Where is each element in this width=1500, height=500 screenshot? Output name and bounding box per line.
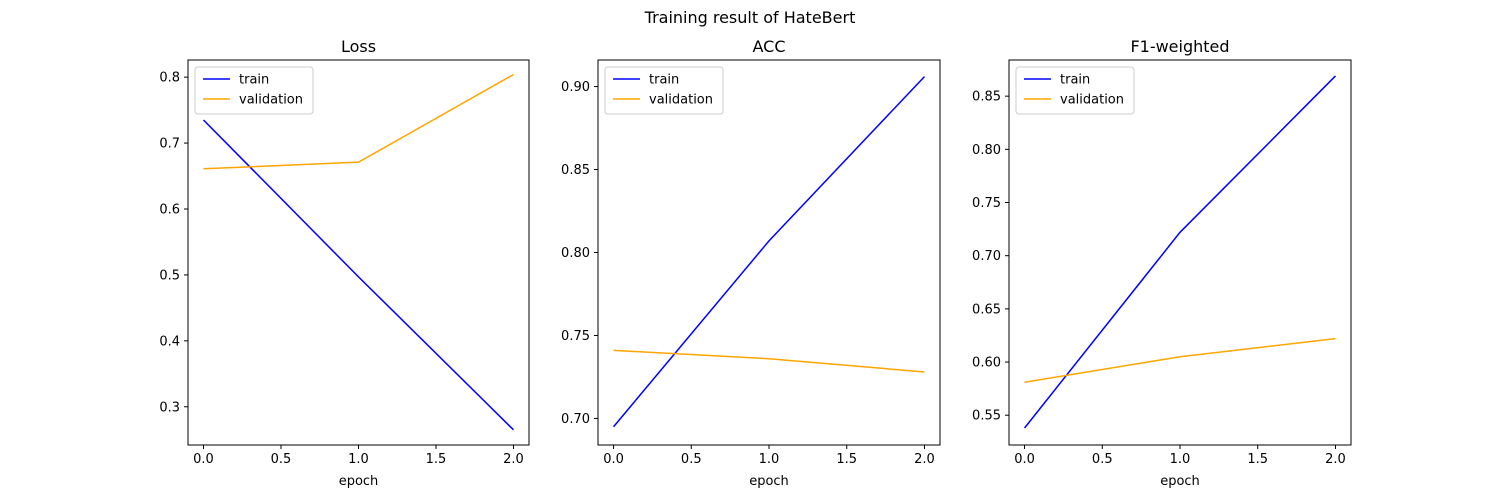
- legend-label-validation: validation: [239, 93, 303, 108]
- y-tick-label: 0.65: [972, 302, 1001, 317]
- x-tick-label: 0.0: [1014, 452, 1035, 467]
- y-tick-label: 0.5: [159, 268, 180, 283]
- axes-frame: [1008, 59, 1352, 446]
- x-tick-label: 1.5: [426, 452, 447, 467]
- x-axis-label: epoch: [339, 474, 379, 489]
- x-tick-label: 1.0: [759, 452, 780, 467]
- figure-suptitle: Training result of HateBert: [644, 8, 856, 27]
- series-line-train: [612, 76, 925, 428]
- x-tick-label: 0.5: [681, 452, 702, 467]
- subplot-title: Loss: [341, 37, 376, 56]
- y-tick-label: 0.70: [561, 412, 590, 427]
- y-tick-label: 0.80: [972, 143, 1001, 158]
- legend-label-train: train: [649, 73, 679, 88]
- y-tick-label: 0.85: [972, 90, 1001, 105]
- y-tick-label: 0.8: [159, 71, 180, 86]
- y-tick-label: 0.6: [159, 202, 180, 217]
- x-tick-label: 1.0: [348, 452, 369, 467]
- y-tick-label: 0.4: [159, 334, 180, 349]
- y-tick-label: 0.75: [972, 196, 1001, 211]
- y-tick-label: 0.60: [972, 356, 1001, 371]
- subplot-title: ACC: [752, 37, 785, 56]
- series-line-train: [202, 119, 515, 431]
- x-tick-label: 1.5: [836, 452, 857, 467]
- legend-label-validation: validation: [649, 93, 713, 108]
- y-tick-label: 0.75: [561, 329, 590, 344]
- y-tick-label: 0.80: [561, 246, 590, 261]
- series-line-validation: [1024, 337, 1336, 383]
- x-axis-label: epoch: [749, 474, 789, 489]
- x-tick-label: 0.0: [193, 452, 214, 467]
- subplot-title: F1-weighted: [1130, 37, 1229, 56]
- x-tick-label: 0.5: [1092, 452, 1113, 467]
- legend: train validation: [1015, 66, 1135, 115]
- x-tick-label: 2.0: [914, 452, 935, 467]
- x-tick-label: 2.0: [503, 452, 524, 467]
- x-axis-label: epoch: [1160, 474, 1200, 489]
- x-tick-label: 1.5: [1247, 452, 1268, 467]
- legend-label-train: train: [1060, 73, 1090, 88]
- y-tick-label: 0.55: [972, 409, 1001, 424]
- x-tick-label: 0.5: [271, 452, 292, 467]
- legend: train validation: [604, 66, 724, 115]
- y-tick-label: 0.7: [159, 137, 180, 152]
- legend: train validation: [194, 66, 314, 115]
- y-tick-label: 0.85: [561, 163, 590, 178]
- series-line-validation: [613, 349, 925, 373]
- axes-frame: [187, 59, 530, 446]
- subplot-1: Loss 0.0 0.5 1.0 1.5 2.0 0.3 0.4 0.5 0.6 0.7 0.8 epo…: [159, 37, 530, 489]
- axes-frame: [597, 59, 941, 446]
- series-line-train: [1023, 75, 1336, 429]
- subplot-3: F1-weighted 0.0 0.5 1.0 1.5 2.0 0.55 0.60 0.65 0.…: [972, 37, 1352, 489]
- subplots: Loss 0.0 0.5 1.0 1.5 2.0 0.3 0.4 0.5 0.6 0.7 0.8 epo…: [159, 37, 1352, 489]
- legend-label-train: train: [239, 73, 269, 88]
- subplot-2: ACC 0.0 0.5 1.0 1.5 2.0 0.70 0.75 0.80 0.85 0.90 ep…: [561, 37, 941, 489]
- x-tick-label: 0.0: [603, 452, 624, 467]
- x-tick-label: 1.0: [1170, 452, 1191, 467]
- legend-label-validation: validation: [1060, 93, 1124, 108]
- series-line-validation: [203, 73, 514, 170]
- x-tick-label: 2.0: [1325, 452, 1346, 467]
- y-tick-label: 0.3: [159, 400, 180, 415]
- y-tick-label: 0.90: [561, 80, 590, 95]
- y-tick-label: 0.70: [972, 249, 1001, 264]
